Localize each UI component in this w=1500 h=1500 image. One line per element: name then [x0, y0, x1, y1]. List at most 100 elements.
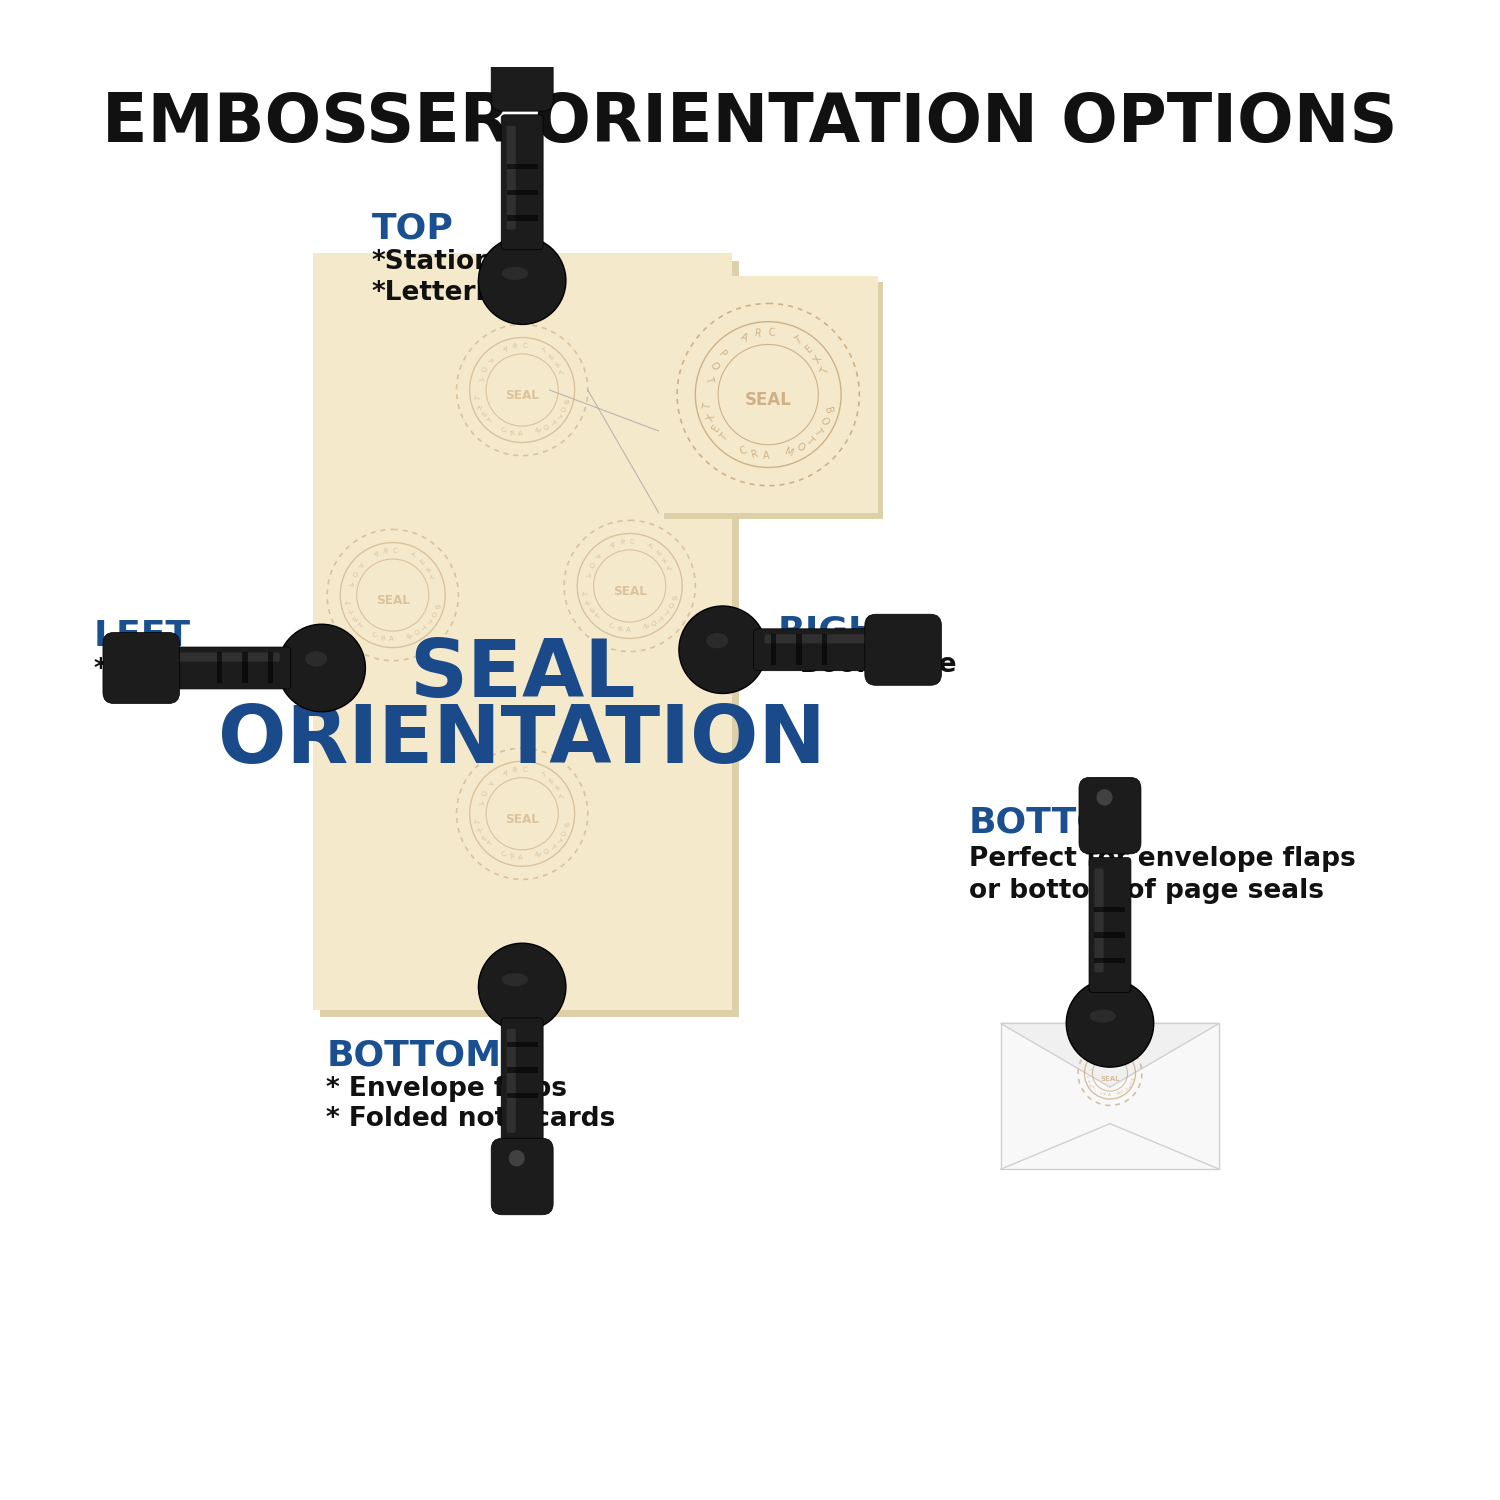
Text: E: E [482, 834, 489, 842]
Text: T: T [584, 592, 590, 597]
Text: X: X [424, 566, 433, 573]
Text: A: A [518, 855, 524, 861]
Text: B: B [561, 822, 568, 828]
Text: A: A [372, 550, 380, 558]
Text: RIGHT: RIGHT [777, 615, 903, 648]
Text: BOTTOM: BOTTOM [969, 806, 1144, 840]
Text: P: P [484, 782, 492, 789]
Text: T: T [668, 567, 675, 573]
Text: O: O [818, 416, 830, 428]
Text: T: T [476, 819, 482, 825]
Text: A: A [501, 345, 509, 352]
Text: T: T [554, 837, 561, 844]
FancyBboxPatch shape [507, 1041, 537, 1047]
Text: E: E [548, 354, 555, 362]
Text: T: T [662, 609, 669, 616]
Text: C: C [372, 632, 378, 639]
Text: B: B [1128, 1077, 1132, 1082]
Text: E: E [548, 777, 555, 784]
Text: R: R [753, 328, 762, 339]
Text: T: T [1128, 1064, 1132, 1068]
Text: SEAL: SEAL [1100, 1076, 1119, 1082]
Text: T: T [804, 435, 814, 445]
FancyBboxPatch shape [217, 652, 222, 684]
Text: T: T [1125, 1084, 1130, 1089]
Text: X: X [1088, 1080, 1092, 1083]
Text: T: T [1086, 1076, 1090, 1078]
FancyBboxPatch shape [1095, 958, 1125, 963]
Ellipse shape [509, 1150, 525, 1167]
Text: E: E [1122, 1054, 1126, 1060]
FancyBboxPatch shape [166, 652, 280, 662]
FancyBboxPatch shape [501, 1019, 543, 1154]
Ellipse shape [503, 974, 528, 986]
Text: O: O [542, 847, 549, 855]
Text: M: M [534, 427, 542, 435]
Text: EMBOSSER ORIENTATION OPTIONS: EMBOSSER ORIENTATION OPTIONS [102, 90, 1398, 156]
Text: A: A [388, 636, 393, 642]
Circle shape [1066, 980, 1154, 1066]
Text: O: O [411, 628, 420, 638]
Ellipse shape [509, 46, 525, 63]
Text: T: T [1088, 1066, 1092, 1070]
Text: O: O [708, 360, 720, 372]
Text: SEAL: SEAL [410, 636, 636, 714]
Text: A: A [518, 430, 524, 438]
Text: T: T [548, 843, 555, 850]
Text: R: R [509, 429, 515, 436]
Text: T: T [424, 618, 432, 626]
Text: R: R [382, 548, 388, 555]
Ellipse shape [306, 651, 327, 666]
FancyBboxPatch shape [507, 189, 537, 195]
Text: X: X [477, 404, 484, 410]
Text: T: T [594, 614, 602, 621]
Text: C: C [609, 622, 615, 630]
Text: O: O [542, 424, 549, 432]
Text: R: R [509, 853, 515, 861]
Text: T: T [346, 580, 354, 586]
Ellipse shape [503, 267, 528, 280]
Text: T: T [656, 615, 663, 622]
Text: C: C [630, 538, 634, 544]
Text: C: C [393, 548, 398, 554]
Text: O: O [586, 561, 594, 568]
Text: E: E [482, 411, 489, 417]
Text: SEAL: SEAL [614, 585, 646, 598]
Circle shape [680, 606, 766, 693]
Text: R: R [1104, 1092, 1107, 1096]
Text: ORIENTATION: ORIENTATION [219, 702, 826, 780]
Text: O: O [558, 405, 566, 412]
Text: B: B [432, 603, 439, 609]
FancyBboxPatch shape [1095, 868, 1104, 972]
FancyBboxPatch shape [1095, 906, 1125, 912]
Text: M: M [534, 852, 542, 859]
FancyBboxPatch shape [268, 652, 273, 684]
FancyBboxPatch shape [501, 116, 543, 249]
Text: T: T [476, 375, 483, 381]
Text: O: O [1119, 1089, 1124, 1095]
Text: T: T [718, 432, 729, 442]
Text: T: T [430, 576, 438, 582]
Text: O: O [794, 441, 806, 453]
Text: T: T [584, 572, 591, 578]
Text: P: P [716, 348, 728, 360]
Text: O: O [478, 789, 488, 796]
Text: E: E [419, 558, 426, 566]
Text: SEAL: SEAL [506, 813, 538, 826]
Text: *Letterhead: *Letterhead [372, 279, 549, 306]
Text: X: X [705, 413, 717, 423]
Text: P: P [484, 357, 492, 364]
Text: X: X [1125, 1059, 1130, 1064]
FancyBboxPatch shape [312, 254, 732, 1010]
FancyBboxPatch shape [822, 634, 828, 664]
Ellipse shape [1096, 789, 1113, 806]
Ellipse shape [706, 633, 728, 648]
Text: T: T [704, 375, 714, 382]
FancyBboxPatch shape [320, 261, 740, 1017]
Text: A: A [740, 332, 748, 344]
FancyBboxPatch shape [1000, 1023, 1219, 1168]
Text: E: E [711, 423, 723, 433]
Text: O: O [1089, 1060, 1094, 1066]
Text: T: T [560, 794, 567, 801]
FancyBboxPatch shape [664, 282, 884, 519]
